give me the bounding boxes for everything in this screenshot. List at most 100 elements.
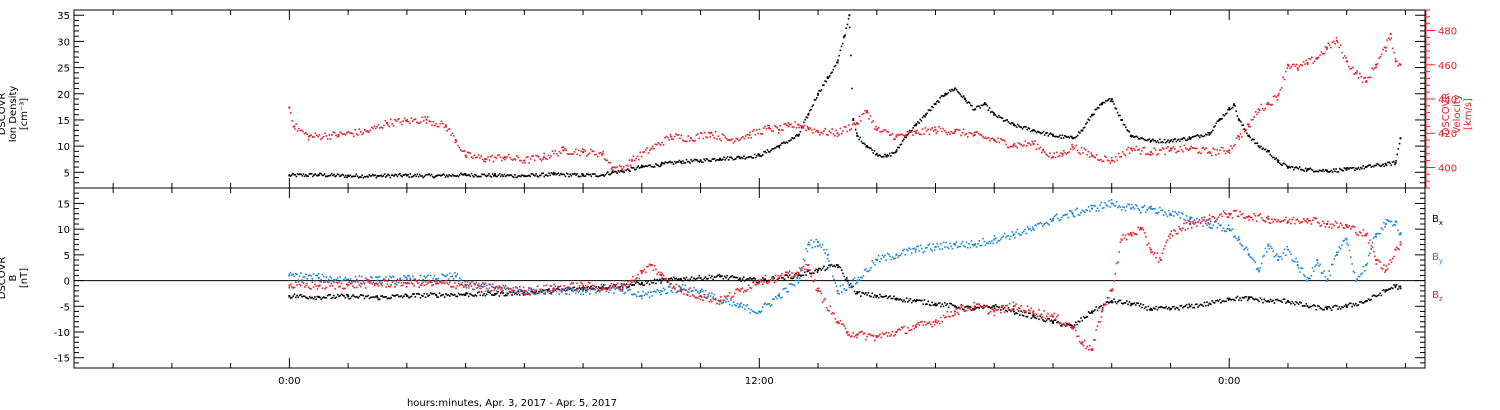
trace-dot xyxy=(966,246,969,249)
trace-dot xyxy=(700,161,703,164)
trace-dot xyxy=(389,297,391,300)
trace-dot xyxy=(1016,228,1019,231)
trace-dot xyxy=(718,303,721,305)
trace-dot xyxy=(534,292,536,294)
trace-dot xyxy=(375,282,377,285)
trace-dot xyxy=(605,288,608,290)
trace-dot xyxy=(335,296,338,299)
trace-dot xyxy=(408,176,411,178)
data-point xyxy=(611,171,614,174)
trace-dot xyxy=(1227,224,1230,227)
trace-dot xyxy=(1120,119,1122,121)
trace-dot xyxy=(394,118,396,121)
trace-dot xyxy=(1375,263,1378,265)
trace-dot xyxy=(1226,297,1229,300)
trace-dot xyxy=(547,175,549,177)
trace-dot xyxy=(394,295,396,297)
trace-dot xyxy=(503,286,506,288)
data-point xyxy=(405,278,408,281)
trace-dot xyxy=(639,166,642,169)
trace-dot xyxy=(1066,136,1068,139)
trace-dot xyxy=(296,130,299,132)
trace-dot xyxy=(1081,319,1084,322)
trace-dot xyxy=(1118,251,1120,253)
trace-dot xyxy=(1019,233,1021,236)
trace-dot xyxy=(380,282,382,285)
data-point xyxy=(1267,243,1270,246)
trace-dot xyxy=(814,245,816,248)
trace-dot xyxy=(446,274,448,276)
trace-dot xyxy=(1345,57,1347,59)
trace-dot xyxy=(983,304,986,307)
trace-dot xyxy=(361,275,363,278)
trace-dot xyxy=(946,93,949,95)
trace-dot xyxy=(805,248,807,250)
trace-dot xyxy=(1211,129,1214,132)
trace-dot xyxy=(890,155,892,157)
trace-dot xyxy=(1202,225,1204,227)
trace-dot xyxy=(302,276,305,278)
trace-dot xyxy=(1176,150,1179,153)
trace-dot xyxy=(766,149,769,151)
trace-dot xyxy=(483,160,485,162)
trace-dot xyxy=(528,162,531,164)
trace-dot xyxy=(294,128,296,130)
trace-dot xyxy=(575,148,577,151)
trace-dot xyxy=(475,174,477,177)
trace-dot xyxy=(739,138,742,141)
trace-dot xyxy=(475,281,478,284)
trace-dot xyxy=(964,310,966,312)
data-point xyxy=(621,289,624,292)
trace-dot xyxy=(1321,308,1324,311)
trace-dot xyxy=(872,152,875,154)
trace-dot xyxy=(1095,329,1098,331)
trace-dot xyxy=(1231,106,1234,109)
trace-dot xyxy=(1054,319,1057,321)
data-point xyxy=(1296,264,1299,267)
trace-dot xyxy=(1121,151,1124,153)
data-point xyxy=(307,135,310,138)
trace-dot xyxy=(952,314,955,317)
trace-dot xyxy=(900,326,903,328)
trace-dot xyxy=(1128,130,1131,133)
trace-dot xyxy=(883,129,886,131)
trace-dot xyxy=(759,279,762,282)
trace-dot xyxy=(706,297,708,300)
trace-dot xyxy=(1049,218,1052,221)
trace-dot xyxy=(321,297,324,299)
trace-dot xyxy=(965,100,967,102)
trace-dot xyxy=(1320,169,1322,172)
trace-dot xyxy=(455,140,458,143)
trace-dot xyxy=(641,270,643,272)
trace-dot xyxy=(1193,306,1196,309)
trace-dot xyxy=(544,157,547,160)
trace-dot xyxy=(841,42,844,45)
trace-dot xyxy=(291,286,293,288)
trace-dot xyxy=(1232,236,1235,238)
trace-dot xyxy=(978,306,980,309)
trace-dot xyxy=(725,137,728,140)
trace-dot xyxy=(548,288,550,290)
trace-dot xyxy=(532,174,535,176)
trace-dot xyxy=(697,291,699,293)
trace-dot xyxy=(1135,135,1138,138)
trace-dot xyxy=(707,277,709,280)
trace-dot xyxy=(1276,99,1279,101)
trace-dot xyxy=(1251,297,1254,300)
trace-dot xyxy=(932,304,935,306)
trace-dot xyxy=(1152,253,1155,256)
trace-dot xyxy=(1250,119,1253,121)
trace-dot xyxy=(572,173,575,176)
trace-dot xyxy=(322,135,325,138)
trace-dot xyxy=(777,294,779,297)
trace-dot xyxy=(1165,147,1168,150)
trace-dot xyxy=(700,279,703,281)
data-point xyxy=(1228,212,1231,215)
trace-dot xyxy=(703,277,706,280)
data-point xyxy=(1110,289,1113,292)
trace-dot xyxy=(997,306,1000,308)
trace-dot xyxy=(591,150,594,153)
data-point xyxy=(621,168,624,171)
trace-dot xyxy=(572,286,574,289)
trace-dot xyxy=(810,273,812,275)
